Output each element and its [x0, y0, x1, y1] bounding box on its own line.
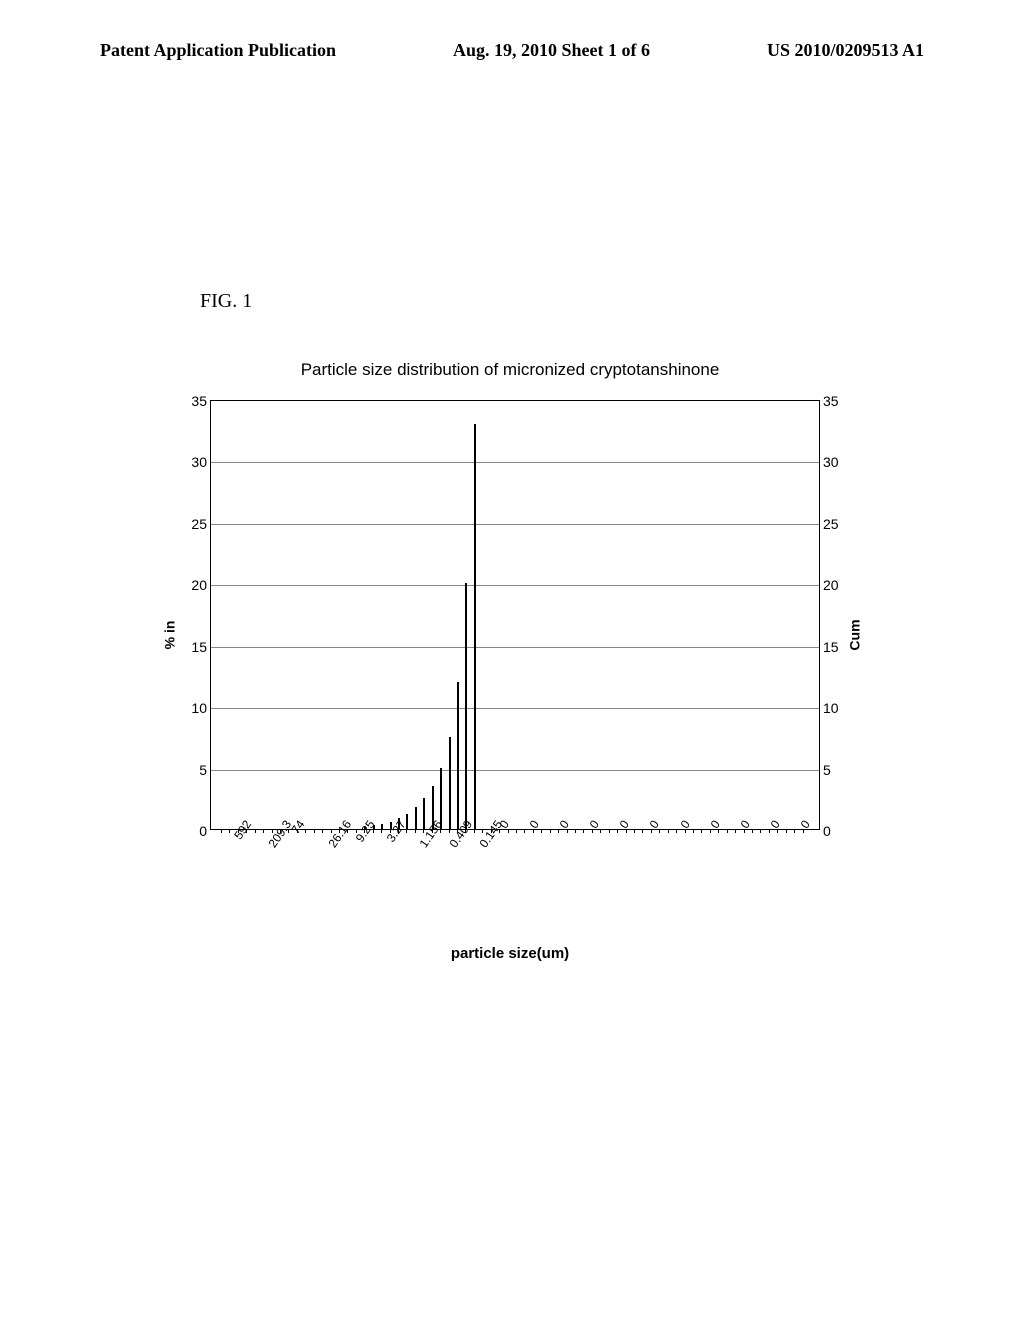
- x-tick-mark: [769, 829, 770, 833]
- x-tick-mark: [583, 829, 584, 833]
- ytick-left: 30: [183, 454, 207, 470]
- x-tick-mark: [735, 829, 736, 833]
- gridline: [211, 524, 819, 525]
- ytick-right: 35: [823, 393, 847, 409]
- xtick-label: 0: [798, 818, 813, 832]
- distribution-bar: [465, 583, 467, 829]
- x-tick-mark: [541, 829, 542, 833]
- x-tick-mark: [592, 829, 593, 833]
- ytick-right: 30: [823, 454, 847, 470]
- x-tick-mark: [642, 829, 643, 833]
- x-tick-mark: [600, 829, 601, 833]
- ytick-right: 25: [823, 516, 847, 532]
- x-tick-mark: [381, 829, 382, 833]
- xtick-label: 3.27: [383, 818, 408, 845]
- x-tick-mark: [229, 829, 230, 833]
- ytick-left: 10: [183, 700, 207, 716]
- patent-header: Patent Application Publication Aug. 19, …: [0, 0, 1024, 61]
- x-tick-mark: [449, 829, 450, 833]
- x-tick-mark: [752, 829, 753, 833]
- xtick-label: 26.16: [326, 818, 355, 851]
- xtick-label: 0: [617, 818, 632, 832]
- x-tick-mark: [255, 829, 256, 833]
- x-tick-mark: [727, 829, 728, 833]
- ytick-left: 35: [183, 393, 207, 409]
- plot-box: 0055101015152020252530303535592209.37426…: [210, 400, 820, 830]
- gridline: [211, 585, 819, 586]
- x-tick-mark: [524, 829, 525, 833]
- distribution-bar: [449, 737, 451, 829]
- xtick-label: 592: [231, 818, 254, 842]
- distribution-bar: [457, 682, 459, 829]
- x-tick-mark: [659, 829, 660, 833]
- x-tick-mark: [693, 829, 694, 833]
- x-tick-mark: [314, 829, 315, 833]
- x-tick-mark: [668, 829, 669, 833]
- x-tick-mark: [305, 829, 306, 833]
- xtick-label: 0: [527, 818, 542, 832]
- gridline: [211, 647, 819, 648]
- xtick-label: 9.25: [353, 818, 378, 845]
- figure-label: FIG. 1: [200, 290, 252, 313]
- distribution-bar: [381, 824, 383, 829]
- x-tick-mark: [558, 829, 559, 833]
- x-tick-mark: [609, 829, 610, 833]
- x-tick-mark: [322, 829, 323, 833]
- ytick-left: 25: [183, 516, 207, 532]
- ytick-right: 10: [823, 700, 847, 716]
- y-axis-label-right: Cum: [846, 619, 862, 650]
- gridline: [211, 708, 819, 709]
- ytick-left: 20: [183, 577, 207, 593]
- chart-container: Particle size distribution of micronized…: [140, 360, 880, 962]
- x-tick-mark: [415, 829, 416, 833]
- xtick-label: 209.3: [266, 818, 295, 851]
- chart-title: Particle size distribution of micronized…: [140, 360, 880, 380]
- x-tick-mark: [221, 829, 222, 833]
- x-tick-mark: [516, 829, 517, 833]
- ytick-left: 5: [183, 762, 207, 778]
- distribution-bar: [474, 424, 476, 829]
- ytick-left: 15: [183, 639, 207, 655]
- x-tick-mark: [786, 829, 787, 833]
- distribution-bar: [415, 807, 417, 829]
- x-tick-mark: [474, 829, 475, 833]
- header-left: Patent Application Publication: [100, 40, 336, 61]
- x-tick-mark: [794, 829, 795, 833]
- ytick-right: 5: [823, 762, 847, 778]
- x-tick-mark: [685, 829, 686, 833]
- x-tick-mark: [575, 829, 576, 833]
- xtick-label: 1.156: [416, 818, 445, 851]
- distribution-bar: [440, 768, 442, 829]
- header-right: US 2010/0209513 A1: [767, 40, 924, 61]
- distribution-bar: [423, 798, 425, 829]
- x-tick-mark: [744, 829, 745, 833]
- x-tick-mark: [263, 829, 264, 833]
- header-center: Aug. 19, 2010 Sheet 1 of 6: [453, 40, 650, 61]
- ytick-left: 0: [183, 823, 207, 839]
- gridline: [211, 770, 819, 771]
- x-tick-mark: [406, 829, 407, 833]
- x-tick-mark: [803, 829, 804, 833]
- xtick-label: 74: [289, 818, 308, 837]
- x-tick-mark: [710, 829, 711, 833]
- x-tick-mark: [617, 829, 618, 833]
- x-tick-mark: [760, 829, 761, 833]
- ytick-right: 0: [823, 823, 847, 839]
- x-tick-mark: [550, 829, 551, 833]
- y-axis-label-left: % in: [161, 621, 177, 650]
- chart-area: % in Cum 0055101015152020252530303535592…: [210, 400, 820, 870]
- xtick-label: 0: [737, 818, 752, 832]
- gridline: [211, 462, 819, 463]
- x-axis-label: particle size(um): [140, 945, 880, 962]
- x-tick-mark: [533, 829, 534, 833]
- x-tick-mark: [651, 829, 652, 833]
- ytick-right: 15: [823, 639, 847, 655]
- x-tick-mark: [701, 829, 702, 833]
- x-tick-mark: [634, 829, 635, 833]
- x-tick-mark: [676, 829, 677, 833]
- ytick-right: 20: [823, 577, 847, 593]
